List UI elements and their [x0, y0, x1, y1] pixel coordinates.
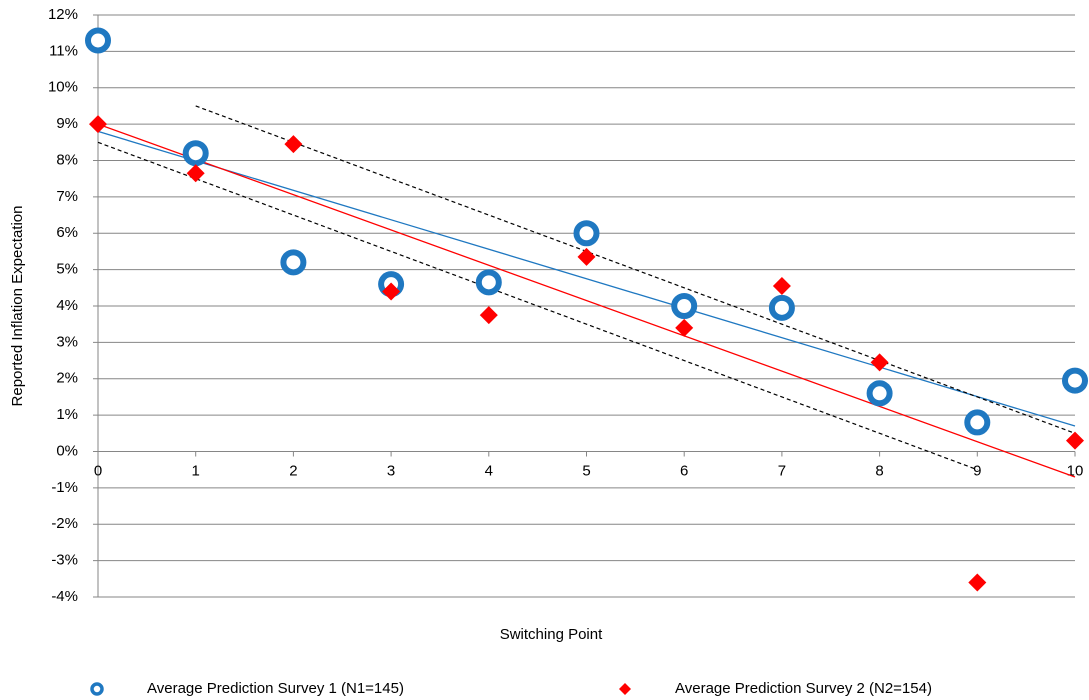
y-tick-label: 11% [49, 42, 78, 59]
marker [1062, 367, 1088, 394]
marker [186, 164, 205, 183]
legend-label: Average Prediction Survey 1 (N1=145) [147, 680, 404, 697]
y-axis-title: Reported Inflation Expectation [9, 206, 26, 407]
marker [768, 294, 795, 321]
trend-line [97, 123, 1076, 478]
y-tick-label: 9% [56, 115, 78, 132]
marker [479, 306, 498, 325]
x-tick-label: 5 [582, 462, 590, 479]
y-tick-label: 1% [56, 406, 78, 423]
x-tick-label: 0 [94, 462, 102, 479]
y-tick-label: 7% [56, 188, 78, 205]
marker [85, 27, 111, 54]
marker [284, 135, 303, 154]
y-tick-label: 6% [56, 224, 78, 241]
marker [870, 353, 889, 372]
trend-line [97, 141, 978, 471]
y-tick-label: 12% [48, 6, 78, 23]
marker [382, 282, 401, 301]
legend-marker [619, 683, 631, 695]
marker [671, 293, 698, 319]
x-tick-label: 4 [485, 462, 493, 479]
y-tick-label: -4% [51, 588, 78, 605]
x-tick-label: 9 [973, 462, 981, 479]
marker [182, 140, 209, 167]
y-tick-label: 8% [56, 151, 78, 168]
y-tick-label: 5% [56, 261, 78, 278]
marker [675, 318, 694, 337]
trend-line [195, 105, 1076, 434]
x-tick-label: 6 [680, 462, 688, 479]
y-tick-label: 3% [56, 333, 78, 350]
x-tick-label: 3 [387, 462, 395, 479]
y-tick-label: -3% [51, 552, 78, 569]
y-tick-label: 0% [56, 442, 78, 459]
trend-line [97, 130, 1076, 427]
x-tick-label: 1 [192, 462, 200, 479]
marker [89, 115, 107, 134]
y-tick-label: 2% [56, 370, 78, 387]
marker [968, 573, 987, 592]
marker [573, 220, 600, 247]
marker [475, 269, 502, 296]
marker [577, 247, 596, 266]
marker [866, 380, 893, 407]
x-axis-title: Switching Point [500, 626, 603, 643]
x-tick-label: 7 [778, 462, 786, 479]
x-tick-label: 2 [289, 462, 297, 479]
marker [772, 276, 791, 295]
marker [1066, 431, 1084, 450]
x-tick-label: 8 [875, 462, 883, 479]
y-tick-label: -2% [51, 515, 78, 532]
y-tick-label: -1% [51, 479, 78, 496]
y-tick-label: 10% [48, 79, 78, 96]
legend-label: Average Prediction Survey 2 (N2=154) [675, 680, 932, 697]
marker [280, 249, 307, 276]
y-tick-label: 4% [56, 297, 78, 314]
marker [964, 409, 991, 436]
legend-marker [90, 682, 104, 696]
